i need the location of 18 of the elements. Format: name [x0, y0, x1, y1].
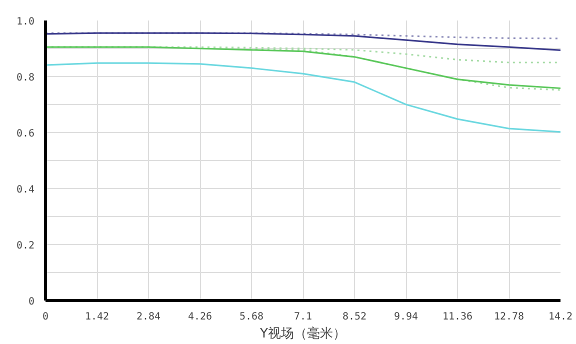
- x-tick-label: 8.52: [342, 312, 367, 322]
- y-tick-label: 0.2: [16, 240, 34, 252]
- x-tick-label: 7.1: [294, 312, 312, 322]
- y-tick-label: 0.8: [16, 72, 34, 84]
- x-tick-label: 2.84: [136, 312, 161, 322]
- y-tick-label: 0: [28, 296, 35, 308]
- x-axis-title: Y视场（毫米）: [259, 326, 346, 342]
- x-tick-label: 1.42: [84, 312, 110, 322]
- x-tick-label: 14.2: [548, 312, 573, 322]
- y-tick-label: 0.6: [16, 128, 34, 140]
- x-tick-label: 9.94: [394, 312, 418, 322]
- y-tick-label: 0.4: [16, 184, 34, 196]
- x-tick-label: 11.36: [442, 312, 473, 322]
- x-tick-label: 4.26: [188, 312, 212, 322]
- y-tick-label: 1.0: [16, 16, 34, 28]
- x-tick-label: 5.68: [239, 312, 264, 322]
- x-tick-label: 12.78: [494, 312, 524, 322]
- x-tick-label: 0: [42, 312, 49, 322]
